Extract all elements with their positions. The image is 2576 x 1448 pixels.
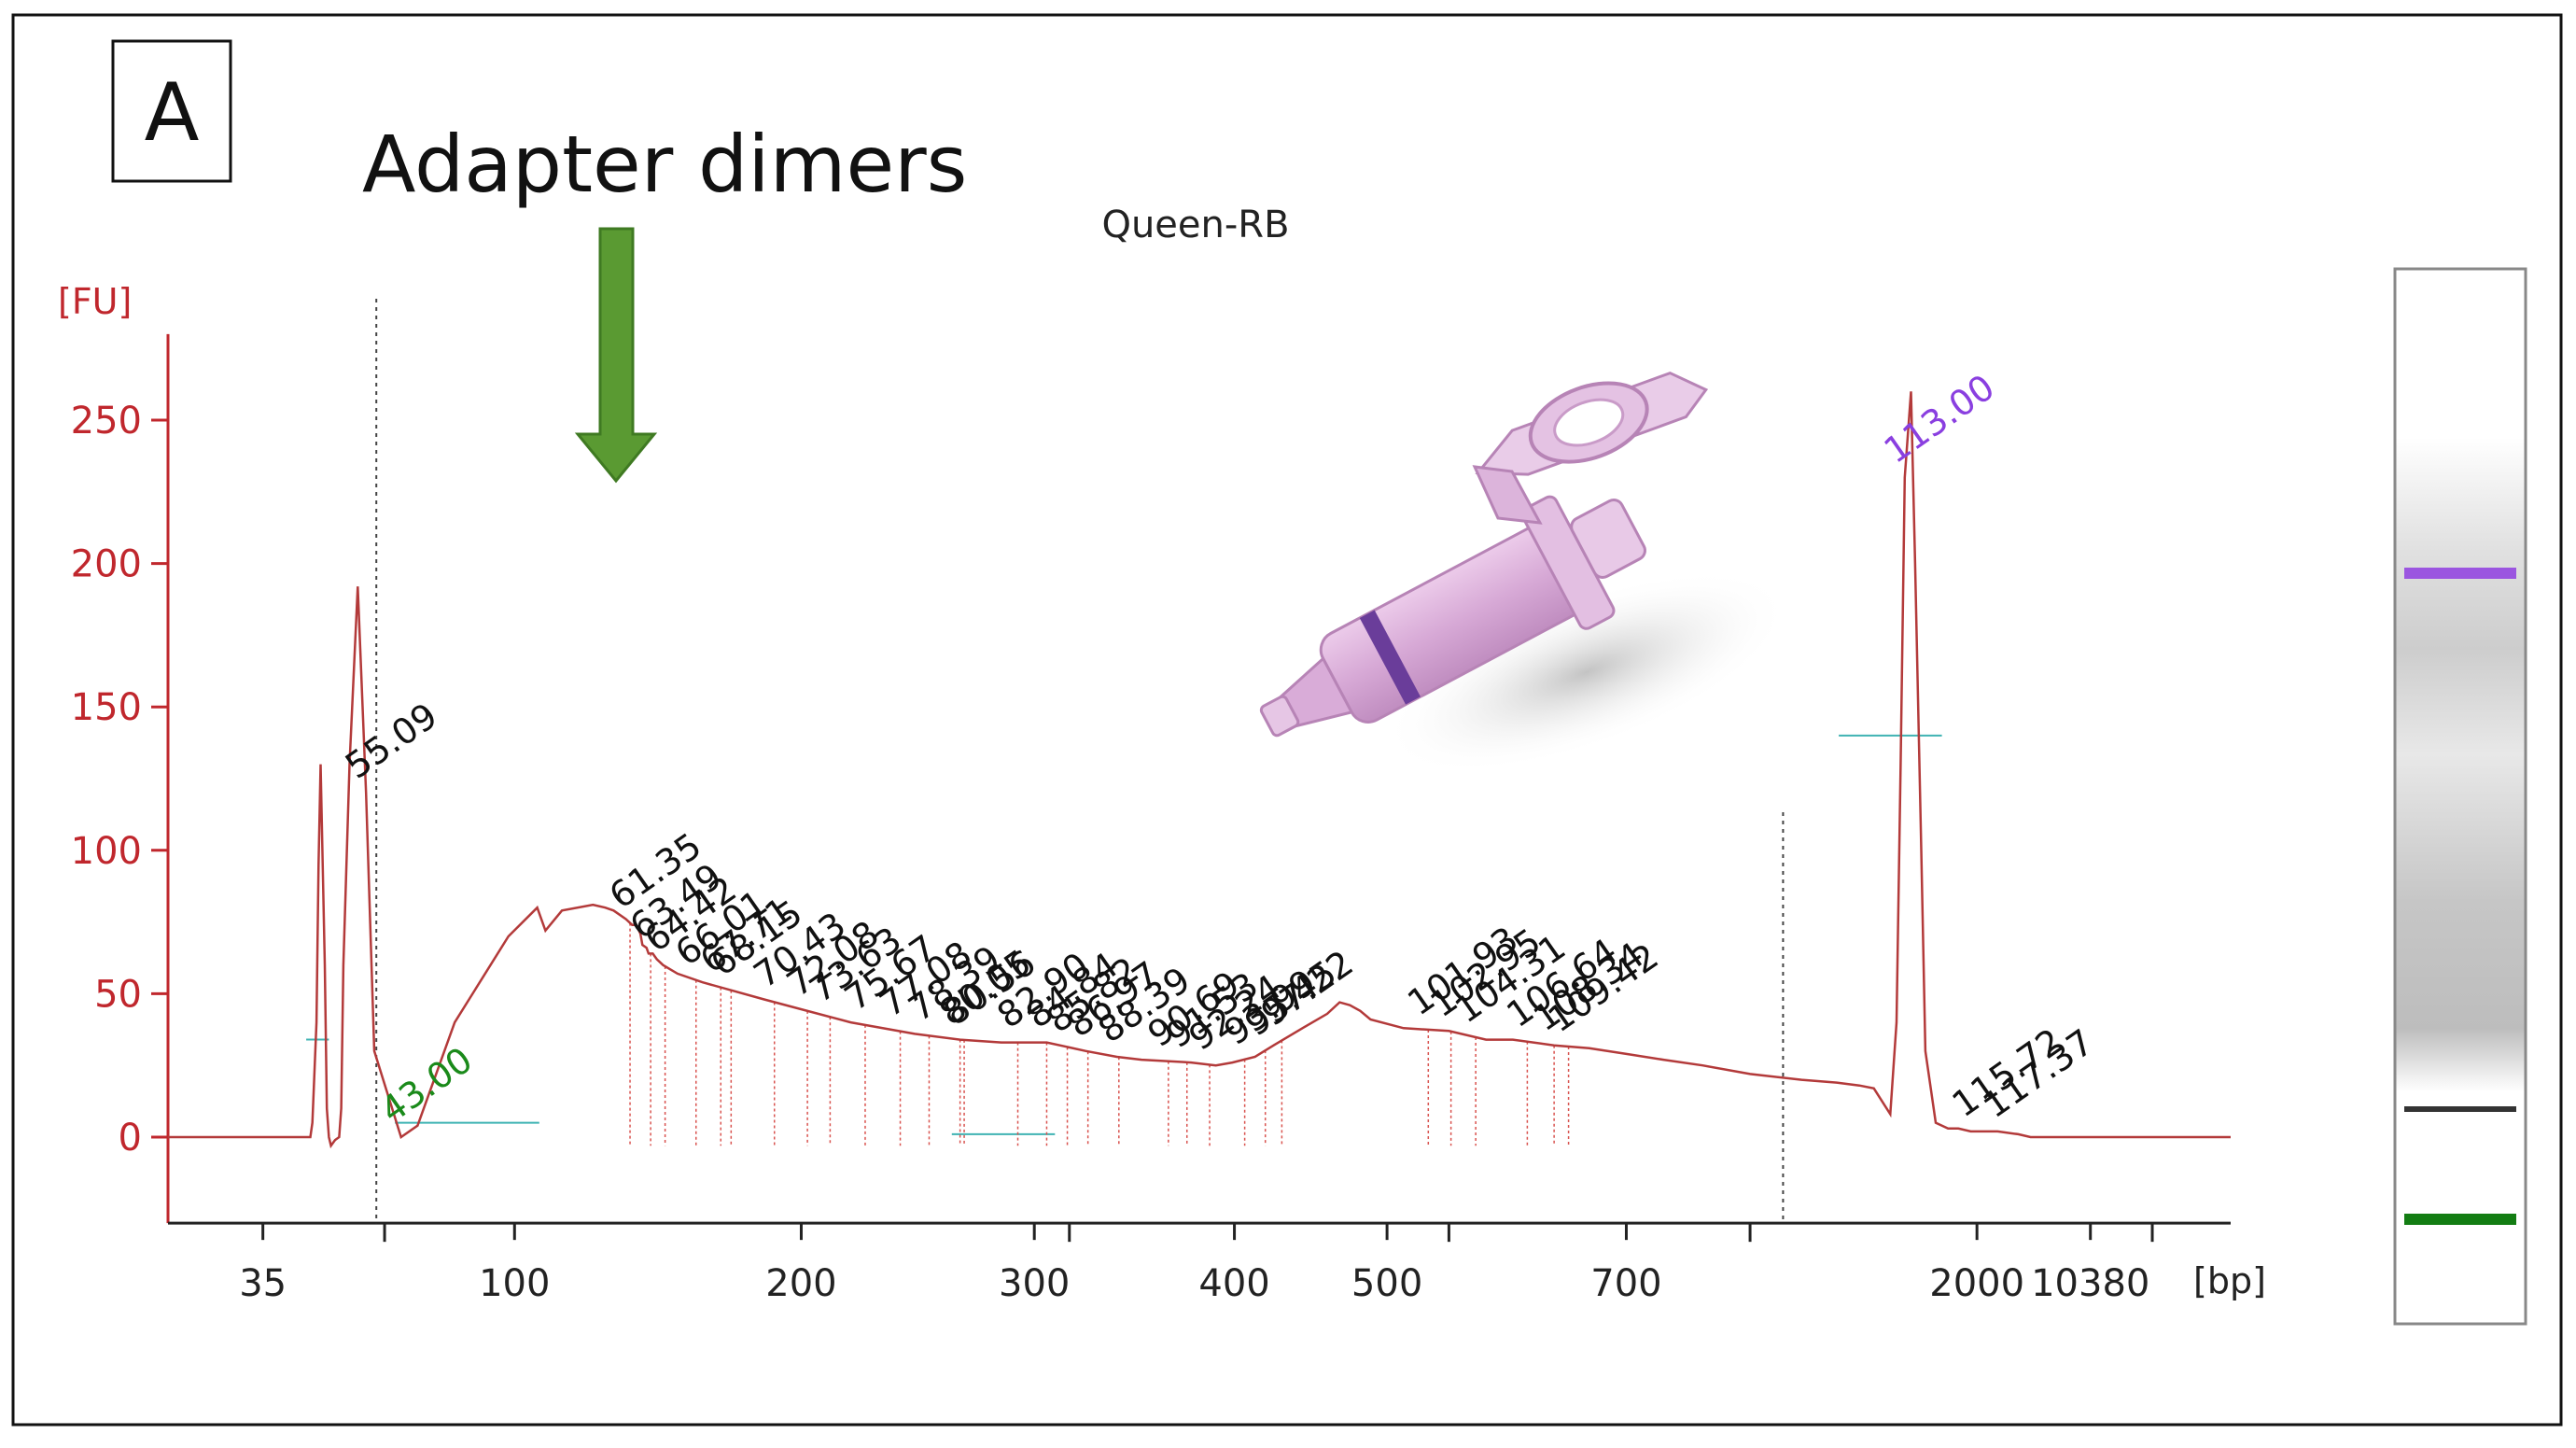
panel-label-box bbox=[111, 39, 232, 183]
arrow-shape bbox=[574, 227, 658, 484]
y-tick-label: 100 bbox=[71, 830, 142, 873]
y-tick-label: 250 bbox=[71, 400, 142, 443]
gel-bands bbox=[2404, 568, 2516, 1225]
x-tick-label: 500 bbox=[1351, 1262, 1422, 1305]
y-tick-label: 50 bbox=[94, 973, 142, 1016]
x-tick-label: 200 bbox=[765, 1262, 836, 1305]
x-tick-label: 100 bbox=[479, 1262, 550, 1305]
adapter-dimers-annotation: Adapter dimers bbox=[362, 119, 967, 210]
x-tick-label: 2000 bbox=[1929, 1262, 2024, 1305]
peak-drop-lines bbox=[629, 922, 1570, 1146]
trace-line bbox=[168, 391, 2231, 1149]
y-tick-label: 150 bbox=[71, 686, 142, 729]
green-arrow-icon bbox=[574, 227, 658, 484]
gel-band-upper-marker bbox=[2404, 568, 2516, 579]
x-tick-label: 10380 bbox=[2031, 1262, 2149, 1305]
x-tick-label: 300 bbox=[999, 1262, 1070, 1305]
panel-label: A bbox=[145, 66, 200, 160]
y-axis-label: [FU] bbox=[58, 281, 132, 322]
gel-band-sample-band bbox=[2404, 1106, 2516, 1112]
y-tick-label: 0 bbox=[119, 1117, 142, 1160]
gel-lane bbox=[2393, 267, 2527, 1326]
y-tick-label: 200 bbox=[71, 543, 142, 586]
x-tick-label: 700 bbox=[1590, 1262, 1661, 1305]
chart-axes: 0 50 100 150 200 250 35 100 200 300 400 500 700 2000 1… bbox=[71, 299, 2231, 1305]
electropherogram-trace bbox=[168, 391, 2231, 1149]
x-axis-label: [bp] bbox=[2193, 1260, 2266, 1301]
x-tick-label: 400 bbox=[1198, 1262, 1269, 1305]
microcentrifuge-tube-icon bbox=[1259, 371, 1790, 774]
x-tick-label: 35 bbox=[239, 1262, 287, 1305]
gel-band-lower-marker bbox=[2404, 1214, 2516, 1225]
chart-title: Queen-RB bbox=[1101, 204, 1289, 246]
